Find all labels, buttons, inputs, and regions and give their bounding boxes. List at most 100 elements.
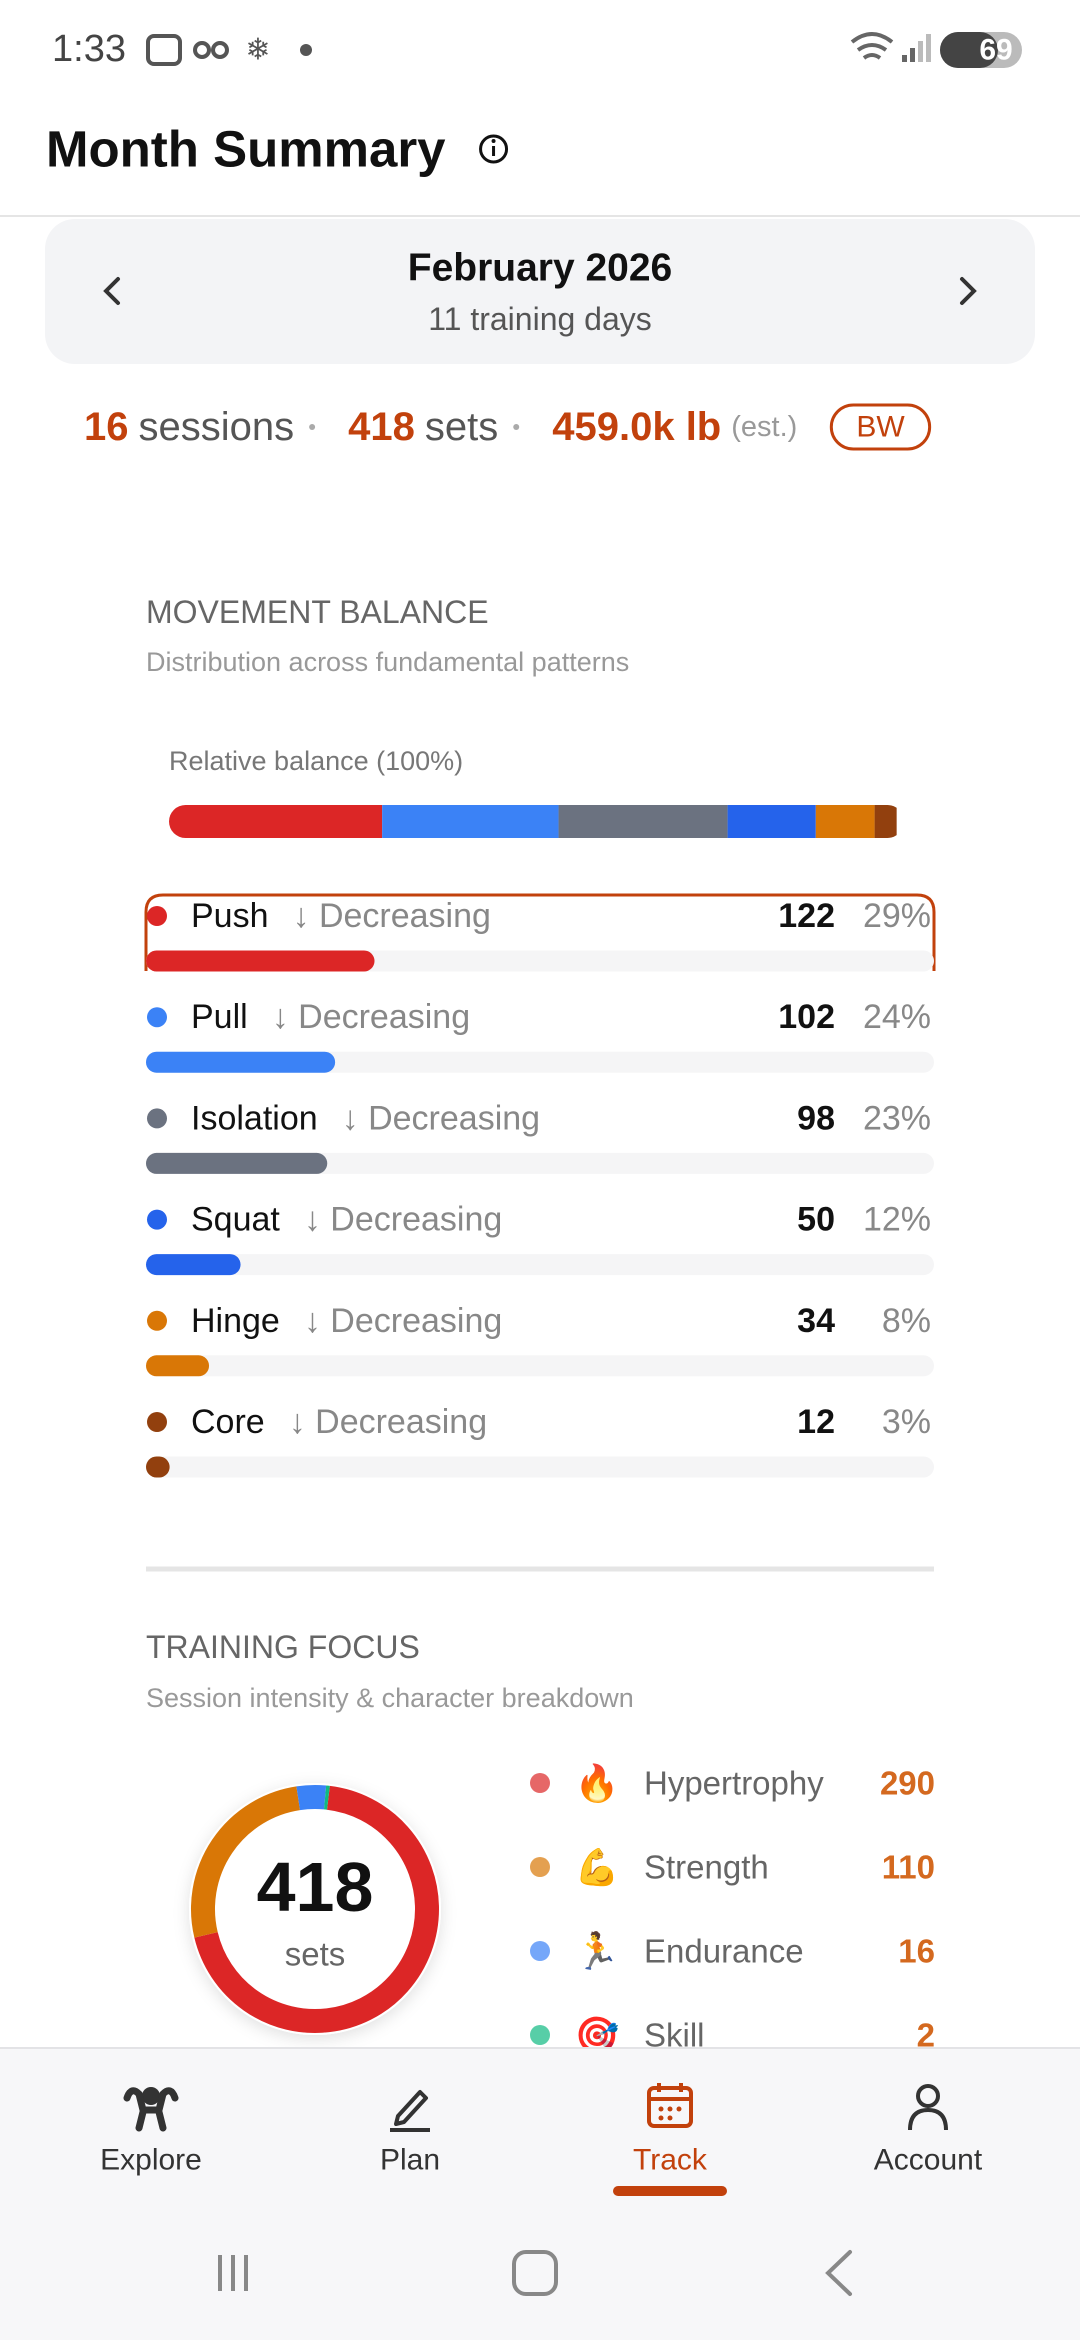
summary-separator bbox=[513, 424, 520, 430]
donut-segment bbox=[194, 1785, 439, 2033]
pattern-share: 29% bbox=[863, 897, 931, 935]
focus-dot bbox=[530, 1773, 550, 1793]
share-track bbox=[146, 1355, 934, 1377]
status-icon bbox=[193, 41, 211, 59]
summary-text: 418 bbox=[348, 405, 415, 449]
pattern-count: 98 bbox=[797, 1099, 835, 1137]
mode-button[interactable] bbox=[829, 403, 932, 451]
section-subtitle: Session intensity & character breakdown bbox=[146, 1683, 634, 1713]
nav-icon-part bbox=[390, 2090, 430, 2132]
donut-total: 418 bbox=[257, 1848, 374, 1926]
nav-label: Account bbox=[874, 2144, 983, 2177]
focus-icon: 💪 bbox=[575, 1847, 620, 1888]
battery-level: 69 bbox=[979, 34, 1012, 67]
balance-label: Relative balance (100%) bbox=[169, 746, 463, 776]
share-bar bbox=[146, 1051, 336, 1073]
pattern-trend: ↓ Decreasing bbox=[342, 1099, 540, 1137]
nav-icon bbox=[123, 2087, 179, 2132]
status-time: 1:33 bbox=[52, 28, 126, 70]
stacked-segment bbox=[815, 805, 875, 838]
share-bar bbox=[146, 1152, 328, 1174]
pattern-dot bbox=[147, 1108, 167, 1129]
bottom-nav bbox=[0, 2048, 1080, 2340]
donut-segment bbox=[191, 1786, 301, 1938]
nav-icon-part bbox=[142, 2087, 160, 2105]
pattern-name: Push bbox=[191, 897, 269, 935]
nav-item[interactable]: Track bbox=[613, 2083, 727, 2196]
pattern-count: 12 bbox=[797, 1403, 835, 1441]
focus-name: Strength bbox=[644, 1849, 769, 1886]
pattern-share: 12% bbox=[863, 1201, 931, 1239]
pattern-share: 24% bbox=[863, 998, 931, 1036]
nav-icon-part bbox=[676, 2106, 682, 2112]
summary-text: (est.) bbox=[731, 411, 797, 443]
pattern-share: 3% bbox=[882, 1403, 931, 1441]
wifi-icon bbox=[850, 32, 894, 60]
donut-backdrop bbox=[189, 1783, 441, 2035]
pattern-trend: ↓ Decreasing bbox=[293, 897, 491, 935]
month-subtitle: 11 training days bbox=[428, 301, 652, 337]
focus-icon: 🔥 bbox=[575, 1763, 620, 1804]
signal-bar bbox=[918, 41, 923, 62]
page-title: Month Summary bbox=[46, 121, 446, 178]
system-home[interactable] bbox=[512, 2250, 558, 2296]
pattern-trend: ↓ Decreasing bbox=[304, 1201, 502, 1239]
pattern-name: Isolation bbox=[191, 1099, 318, 1137]
month-label: February 2026 bbox=[408, 247, 673, 290]
mode-button-label: BW bbox=[856, 411, 905, 444]
nav-icon-part bbox=[908, 2107, 948, 2131]
system-back[interactable] bbox=[825, 2250, 852, 2296]
prev-month[interactable] bbox=[103, 277, 120, 305]
nav-icon-part bbox=[916, 2084, 940, 2108]
focus-dot bbox=[530, 1857, 550, 1877]
focus-dot bbox=[530, 2025, 550, 2045]
pattern-dot bbox=[147, 906, 167, 926]
nav-item[interactable]: Explore bbox=[100, 2087, 202, 2177]
pattern-name: Pull bbox=[191, 998, 248, 1036]
focus-icon: 🏃 bbox=[575, 1931, 620, 1972]
focus-name: Hypertrophy bbox=[644, 1765, 824, 1802]
next-month[interactable] bbox=[960, 277, 977, 305]
summary-text: sessions bbox=[139, 405, 295, 449]
row-highlight bbox=[144, 893, 936, 971]
signal-bar bbox=[910, 48, 915, 62]
status-dot bbox=[300, 44, 312, 56]
pattern-trend: ↓ Decreasing bbox=[272, 998, 470, 1036]
nav-label: Explore bbox=[100, 2144, 202, 2177]
pattern-dot bbox=[147, 1209, 167, 1230]
nav-icon bbox=[390, 2090, 430, 2132]
nav-icon-part bbox=[667, 2106, 673, 2112]
pattern-name: Hinge bbox=[191, 1302, 280, 1340]
nav-icon-part bbox=[123, 2087, 179, 2132]
share-track bbox=[146, 1254, 934, 1276]
pattern-dot bbox=[147, 1412, 167, 1432]
section-title: TRAINING FOCUS bbox=[146, 1629, 420, 1665]
pattern-count: 34 bbox=[797, 1302, 835, 1340]
status-icon bbox=[211, 41, 229, 59]
summary-text: 16 bbox=[84, 405, 129, 449]
nav-icon-part bbox=[658, 2106, 664, 2112]
focus-value: 2 bbox=[917, 2017, 935, 2054]
nav-item[interactable]: Plan bbox=[380, 2090, 440, 2177]
info-icon[interactable] bbox=[479, 134, 509, 164]
summary-text: sets bbox=[425, 405, 498, 449]
focus-value: 110 bbox=[882, 1849, 935, 1886]
stacked-segment bbox=[169, 805, 383, 838]
pattern-count: 122 bbox=[778, 897, 835, 935]
section-subtitle: Distribution across fundamental patterns bbox=[146, 647, 629, 677]
nav-icon-part bbox=[658, 2115, 664, 2121]
nav-icon bbox=[647, 2083, 693, 2128]
summary-text: 459.0k lb bbox=[552, 405, 721, 449]
nav-item[interactable]: Account bbox=[874, 2084, 983, 2177]
stacked-bar bbox=[169, 805, 897, 838]
status-icon: ❄ bbox=[245, 34, 270, 67]
share-track bbox=[146, 1051, 934, 1073]
share-bar bbox=[146, 950, 375, 972]
focus-value: 290 bbox=[880, 1765, 935, 1802]
nav-icon-part bbox=[667, 2115, 673, 2121]
pattern-trend: ↓ Decreasing bbox=[289, 1403, 487, 1441]
share-bar bbox=[146, 1456, 170, 1478]
month-card bbox=[45, 219, 1035, 364]
pattern-dot bbox=[147, 1310, 167, 1331]
